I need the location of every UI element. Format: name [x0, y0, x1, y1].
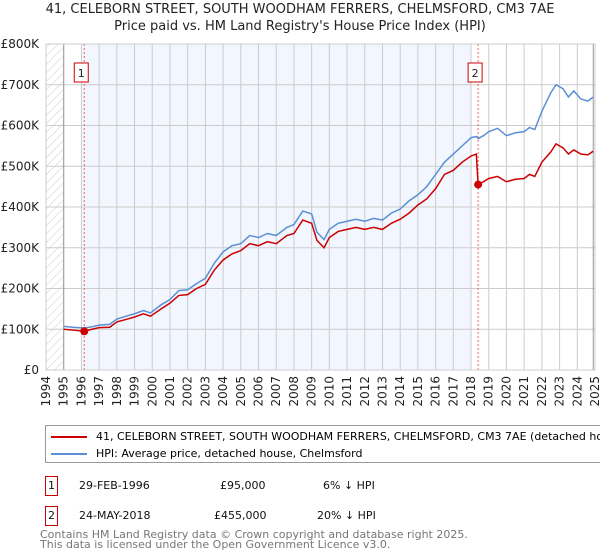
- sale-date: 29-FEB-1996: [79, 479, 150, 492]
- x-tick-label: 2022: [535, 376, 549, 407]
- hpi-line: [63, 83, 594, 329]
- x-tick-label: 2002: [181, 376, 195, 407]
- legend-swatch-blue: [51, 452, 87, 455]
- x-tick-label: 2024: [570, 376, 584, 407]
- plot-border: [45, 43, 596, 371]
- legend-item-property: 41, CELEBORN STREET, SOUTH WOODHAM FERRE…: [46, 430, 600, 443]
- sale-price: £455,000: [214, 509, 267, 522]
- x-tick-label: 2019: [482, 376, 496, 407]
- x-tick-label: 2017: [446, 376, 460, 407]
- sale-point: [474, 180, 483, 189]
- x-tick-label: 2010: [322, 376, 336, 407]
- x-tick-label: 1994: [39, 376, 53, 407]
- y-tick-label: £500K: [1, 159, 41, 173]
- legend-label: HPI: Average price, detached house, Chel…: [96, 447, 363, 460]
- footer-line: Contains HM Land Registry data © Crown c…: [40, 528, 468, 541]
- x-tick-label: 2003: [198, 376, 212, 407]
- footer: Contains HM Land Registry data © Crown c…: [40, 528, 468, 551]
- x-tick-label: 2001: [163, 376, 177, 407]
- y-tick-label: £300K: [1, 241, 41, 255]
- x-tick-label: 2006: [252, 376, 266, 407]
- x-tick-label: 1999: [128, 376, 142, 407]
- x-tick-label: 2023: [553, 376, 567, 407]
- x-tick-label: 2009: [305, 376, 319, 407]
- x-tick-label: 2021: [517, 376, 531, 407]
- x-tick-label: 1998: [110, 376, 124, 407]
- x-tick-label: 2018: [464, 376, 478, 407]
- x-tick-label: 1995: [57, 376, 71, 407]
- y-tick-label: £0: [24, 363, 39, 377]
- x-tick-label: 2013: [375, 376, 389, 407]
- sale-price: £95,000: [220, 479, 266, 492]
- annotation-box: [467, 62, 483, 83]
- chart-subtitle: Price paid vs. HM Land Registry's House …: [114, 19, 486, 34]
- y-tick-label: £700K: [1, 78, 41, 92]
- legend-item-hpi: HPI: Average price, detached house, Chel…: [46, 447, 362, 460]
- y-tick-label: £200K: [1, 282, 41, 296]
- y-tick-label: £600K: [1, 119, 41, 133]
- y-tick-label: £100K: [1, 322, 41, 336]
- sale-marker: 1: [45, 476, 58, 496]
- x-tick-label: 2020: [499, 376, 513, 407]
- legend-label: 41, CELEBORN STREET, SOUTH WOODHAM FERRE…: [96, 430, 600, 443]
- x-tick-label: 2014: [393, 376, 407, 407]
- x-tick-label: 2004: [216, 376, 230, 407]
- annotation-label: 1: [78, 67, 85, 80]
- x-tick-label: 2007: [269, 376, 283, 407]
- annotation-box: [73, 62, 89, 83]
- x-tick-label: 2025: [588, 376, 600, 407]
- legend-swatch-red: [51, 435, 87, 438]
- x-tick-label: 2011: [340, 376, 354, 407]
- sale-hpi: 20% ↓ HPI: [317, 509, 376, 522]
- sale-point: [80, 327, 89, 336]
- x-tick-label: 2012: [358, 376, 372, 407]
- chart-title: 41, CELEBORN STREET, SOUTH WOODHAM FERRE…: [45, 2, 555, 17]
- x-tick-label: 2005: [234, 376, 248, 407]
- x-tick-label: 2016: [429, 376, 443, 407]
- x-tick-label: 1997: [92, 376, 106, 407]
- x-tick-label: 2015: [411, 376, 425, 407]
- price-paid-line: [63, 142, 594, 333]
- legend: 41, CELEBORN STREET, SOUTH WOODHAM FERRE…: [45, 425, 600, 463]
- y-tick-label: £800K: [1, 37, 41, 51]
- sale-date: 24-MAY-2018: [79, 509, 151, 522]
- x-tick-label: 2000: [145, 376, 159, 407]
- sale-marker: 2: [45, 506, 58, 526]
- y-tick-label: £400K: [1, 200, 41, 214]
- sale-hpi: 6% ↓ HPI: [323, 479, 375, 492]
- x-tick-label: 1996: [74, 376, 88, 407]
- price-chart: 1994 1995 1996 1997 1998 1999 2000 2001 2002 2003…: [1, 37, 600, 407]
- annotation-label: 2: [472, 67, 479, 80]
- footer-line: This data is licensed under the Open Gov…: [40, 538, 391, 551]
- x-tick-label: 2008: [287, 376, 301, 407]
